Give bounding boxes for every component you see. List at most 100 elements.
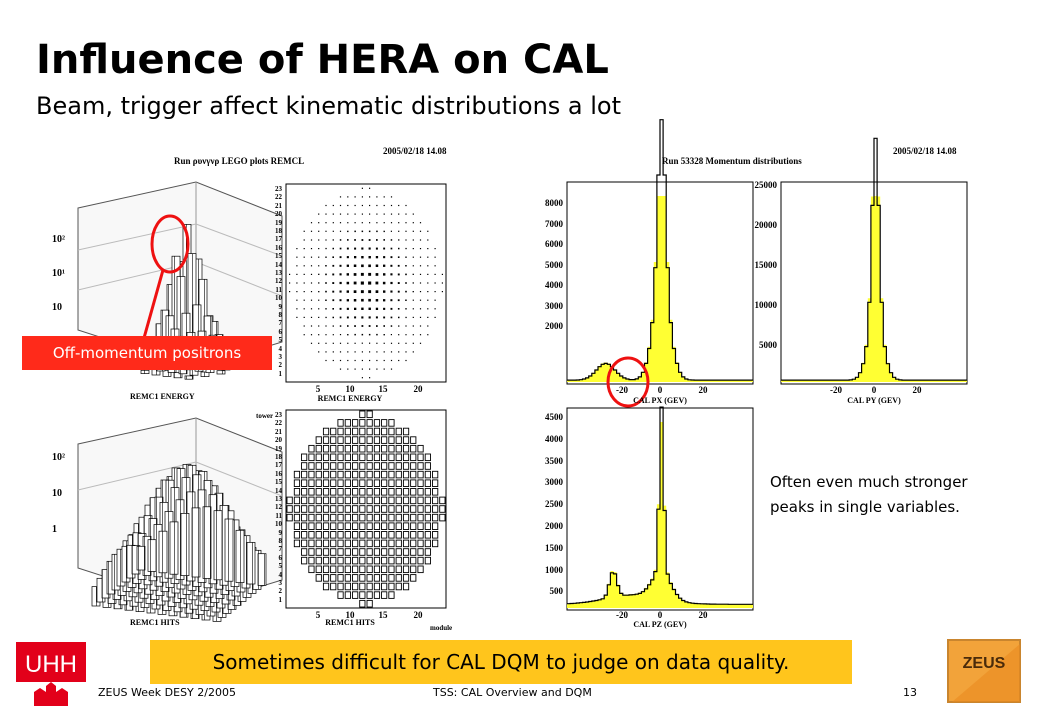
py-y-tick: 20000	[754, 220, 778, 230]
map-top-y-tick: 7	[278, 319, 283, 328]
map-top-x-tick: 15	[378, 384, 388, 394]
pz-y-tick: 2500	[545, 499, 563, 510]
callout-label: Off-momentum positrons	[22, 336, 272, 370]
map-top-y-tick: 10	[275, 294, 282, 303]
zeus-logo: ZEUS	[944, 636, 1024, 706]
py-y-tick: 15000	[754, 260, 778, 270]
map-top-y-tick: 8	[278, 311, 283, 319]
map-bottom-y-tick: 11	[275, 511, 282, 520]
uhh-logo: UHH	[16, 642, 86, 708]
side-note-line1: Often even much stronger	[770, 473, 968, 491]
map-bottom-y-tick: 23	[275, 411, 282, 419]
map-bottom-y-tick: 17	[275, 461, 282, 470]
conclusion-banner: Sometimes difficult for CAL DQM to judge…	[150, 640, 852, 684]
py-x-tick: 0	[871, 385, 877, 395]
lego-bottom-xlabel: REMC1 HITS	[130, 618, 180, 627]
mom-panel-date: 2005/02/18 14.08	[893, 146, 957, 156]
map-module-label: module	[430, 624, 453, 632]
map-bottom-x-tick: 15	[378, 610, 388, 620]
map-top-y-tick: 1	[278, 369, 283, 378]
mom-panel-header: Run 53328 Momentum distributions	[662, 156, 802, 166]
map-bottom-y-tick: 15	[275, 478, 282, 487]
pz-plot	[566, 406, 754, 611]
map-top-xlabel: REMC1 ENERGY	[317, 394, 383, 403]
map-top-y-tick: 9	[278, 302, 283, 311]
page-number: 13	[903, 686, 917, 699]
lego-panel-date: 2005/02/18 14.08	[383, 146, 447, 156]
map-bottom-y-tick: 5	[278, 562, 283, 571]
py-y-tick: 25000	[754, 180, 778, 190]
map-bottom-y-tick: 10	[275, 520, 282, 529]
py-plot	[780, 137, 968, 385]
side-note-line2: peaks in single variables.	[770, 498, 960, 516]
map-top-y-tick: 11	[275, 285, 282, 294]
px-y-tick: 6000	[545, 239, 563, 249]
lego-bottom-z-tick: 10	[52, 488, 62, 499]
map-bottom-y-tick: 6	[278, 553, 283, 562]
pz-y-tick: 2000	[545, 521, 563, 531]
px-y-tick: 8000	[545, 198, 563, 208]
px-y-tick: 4000	[545, 280, 563, 290]
px-offmomentum-circle	[606, 356, 650, 408]
map-bottom-y-tick: 8	[278, 537, 283, 545]
map-bottom-y-tick: 4	[278, 570, 283, 579]
slide-title: Influence of HERA on CAL	[36, 37, 609, 83]
pz-x-tick: -20	[616, 610, 628, 620]
svg-text:ZEUS: ZEUS	[963, 655, 1006, 672]
map-bottom-y-tick: 3	[278, 579, 283, 587]
map-bottom-x-tick: 20	[413, 610, 423, 620]
map-bottom-plot	[285, 409, 447, 609]
py-y-tick: 10000	[754, 300, 778, 310]
pz-y-tick: 1500	[545, 542, 563, 553]
map-top-y-tick: 5	[278, 336, 283, 345]
pz-y-tick: 500	[549, 586, 564, 597]
map-top-x-tick: 5	[315, 384, 321, 394]
px-y-tick: 2000	[545, 321, 563, 331]
map-bottom-y-tick: 22	[275, 419, 282, 428]
map-top-y-tick: 4	[278, 344, 283, 353]
px-y-tick: 5000	[545, 259, 563, 270]
pz-y-tick: 3500	[545, 455, 563, 466]
pz-y-tick: 1000	[545, 564, 563, 575]
lego-top-z-tick: 10²	[52, 234, 65, 245]
px-xlabel: CAL PX (GEV)	[633, 396, 687, 405]
map-bottom-x-tick: 10	[345, 610, 355, 620]
map-top-plot	[285, 183, 447, 383]
lego-peak-circle	[150, 214, 190, 274]
pz-y-tick: 4000	[545, 433, 563, 444]
px-x-tick: -20	[616, 385, 628, 395]
map-bottom-xlabel: REMC1 HITS	[325, 618, 375, 627]
pz-y-tick: 4500	[545, 412, 563, 422]
map-top-y-tick: 3	[278, 353, 283, 361]
lego-bottom-z-tick: 1	[52, 524, 57, 535]
lego-top-z-tick: 10	[52, 302, 62, 313]
map-top-y-tick: 6	[278, 327, 283, 336]
map-bottom-y-tick: 19	[275, 444, 282, 453]
map-tower-label: tower	[256, 412, 274, 420]
py-x-tick: 20	[912, 385, 922, 395]
map-top-y-tick: 16	[275, 243, 282, 252]
map-top-y-tick: 22	[275, 193, 282, 202]
svg-text:UHH: UHH	[25, 651, 77, 678]
slide-subtitle: Beam, trigger affect kinematic distribut…	[36, 92, 622, 120]
map-bottom-y-tick: 9	[278, 528, 283, 537]
map-bottom-y-tick: 7	[278, 545, 283, 554]
px-plot	[566, 119, 754, 385]
map-top-y-tick: 20	[275, 210, 282, 219]
py-x-tick: -20	[830, 385, 842, 395]
pz-y-tick: 3000	[545, 477, 563, 488]
map-top-x-tick: 20	[413, 384, 423, 394]
map-top-y-tick: 21	[275, 201, 282, 210]
px-y-tick: 3000	[545, 300, 563, 311]
pz-xlabel: CAL PZ (GEV)	[633, 620, 687, 629]
map-top-y-tick: 19	[275, 218, 282, 227]
pz-x-tick: 0	[657, 610, 663, 620]
map-bottom-y-tick: 14	[275, 486, 282, 495]
footer-left: ZEUS Week DESY 2/2005	[98, 686, 236, 699]
map-top-y-tick: 23	[275, 185, 282, 193]
px-x-tick: 20	[698, 385, 708, 395]
map-top-y-tick: 14	[275, 260, 282, 269]
map-top-y-tick: 17	[275, 235, 282, 244]
map-top-y-tick: 2	[278, 361, 283, 370]
